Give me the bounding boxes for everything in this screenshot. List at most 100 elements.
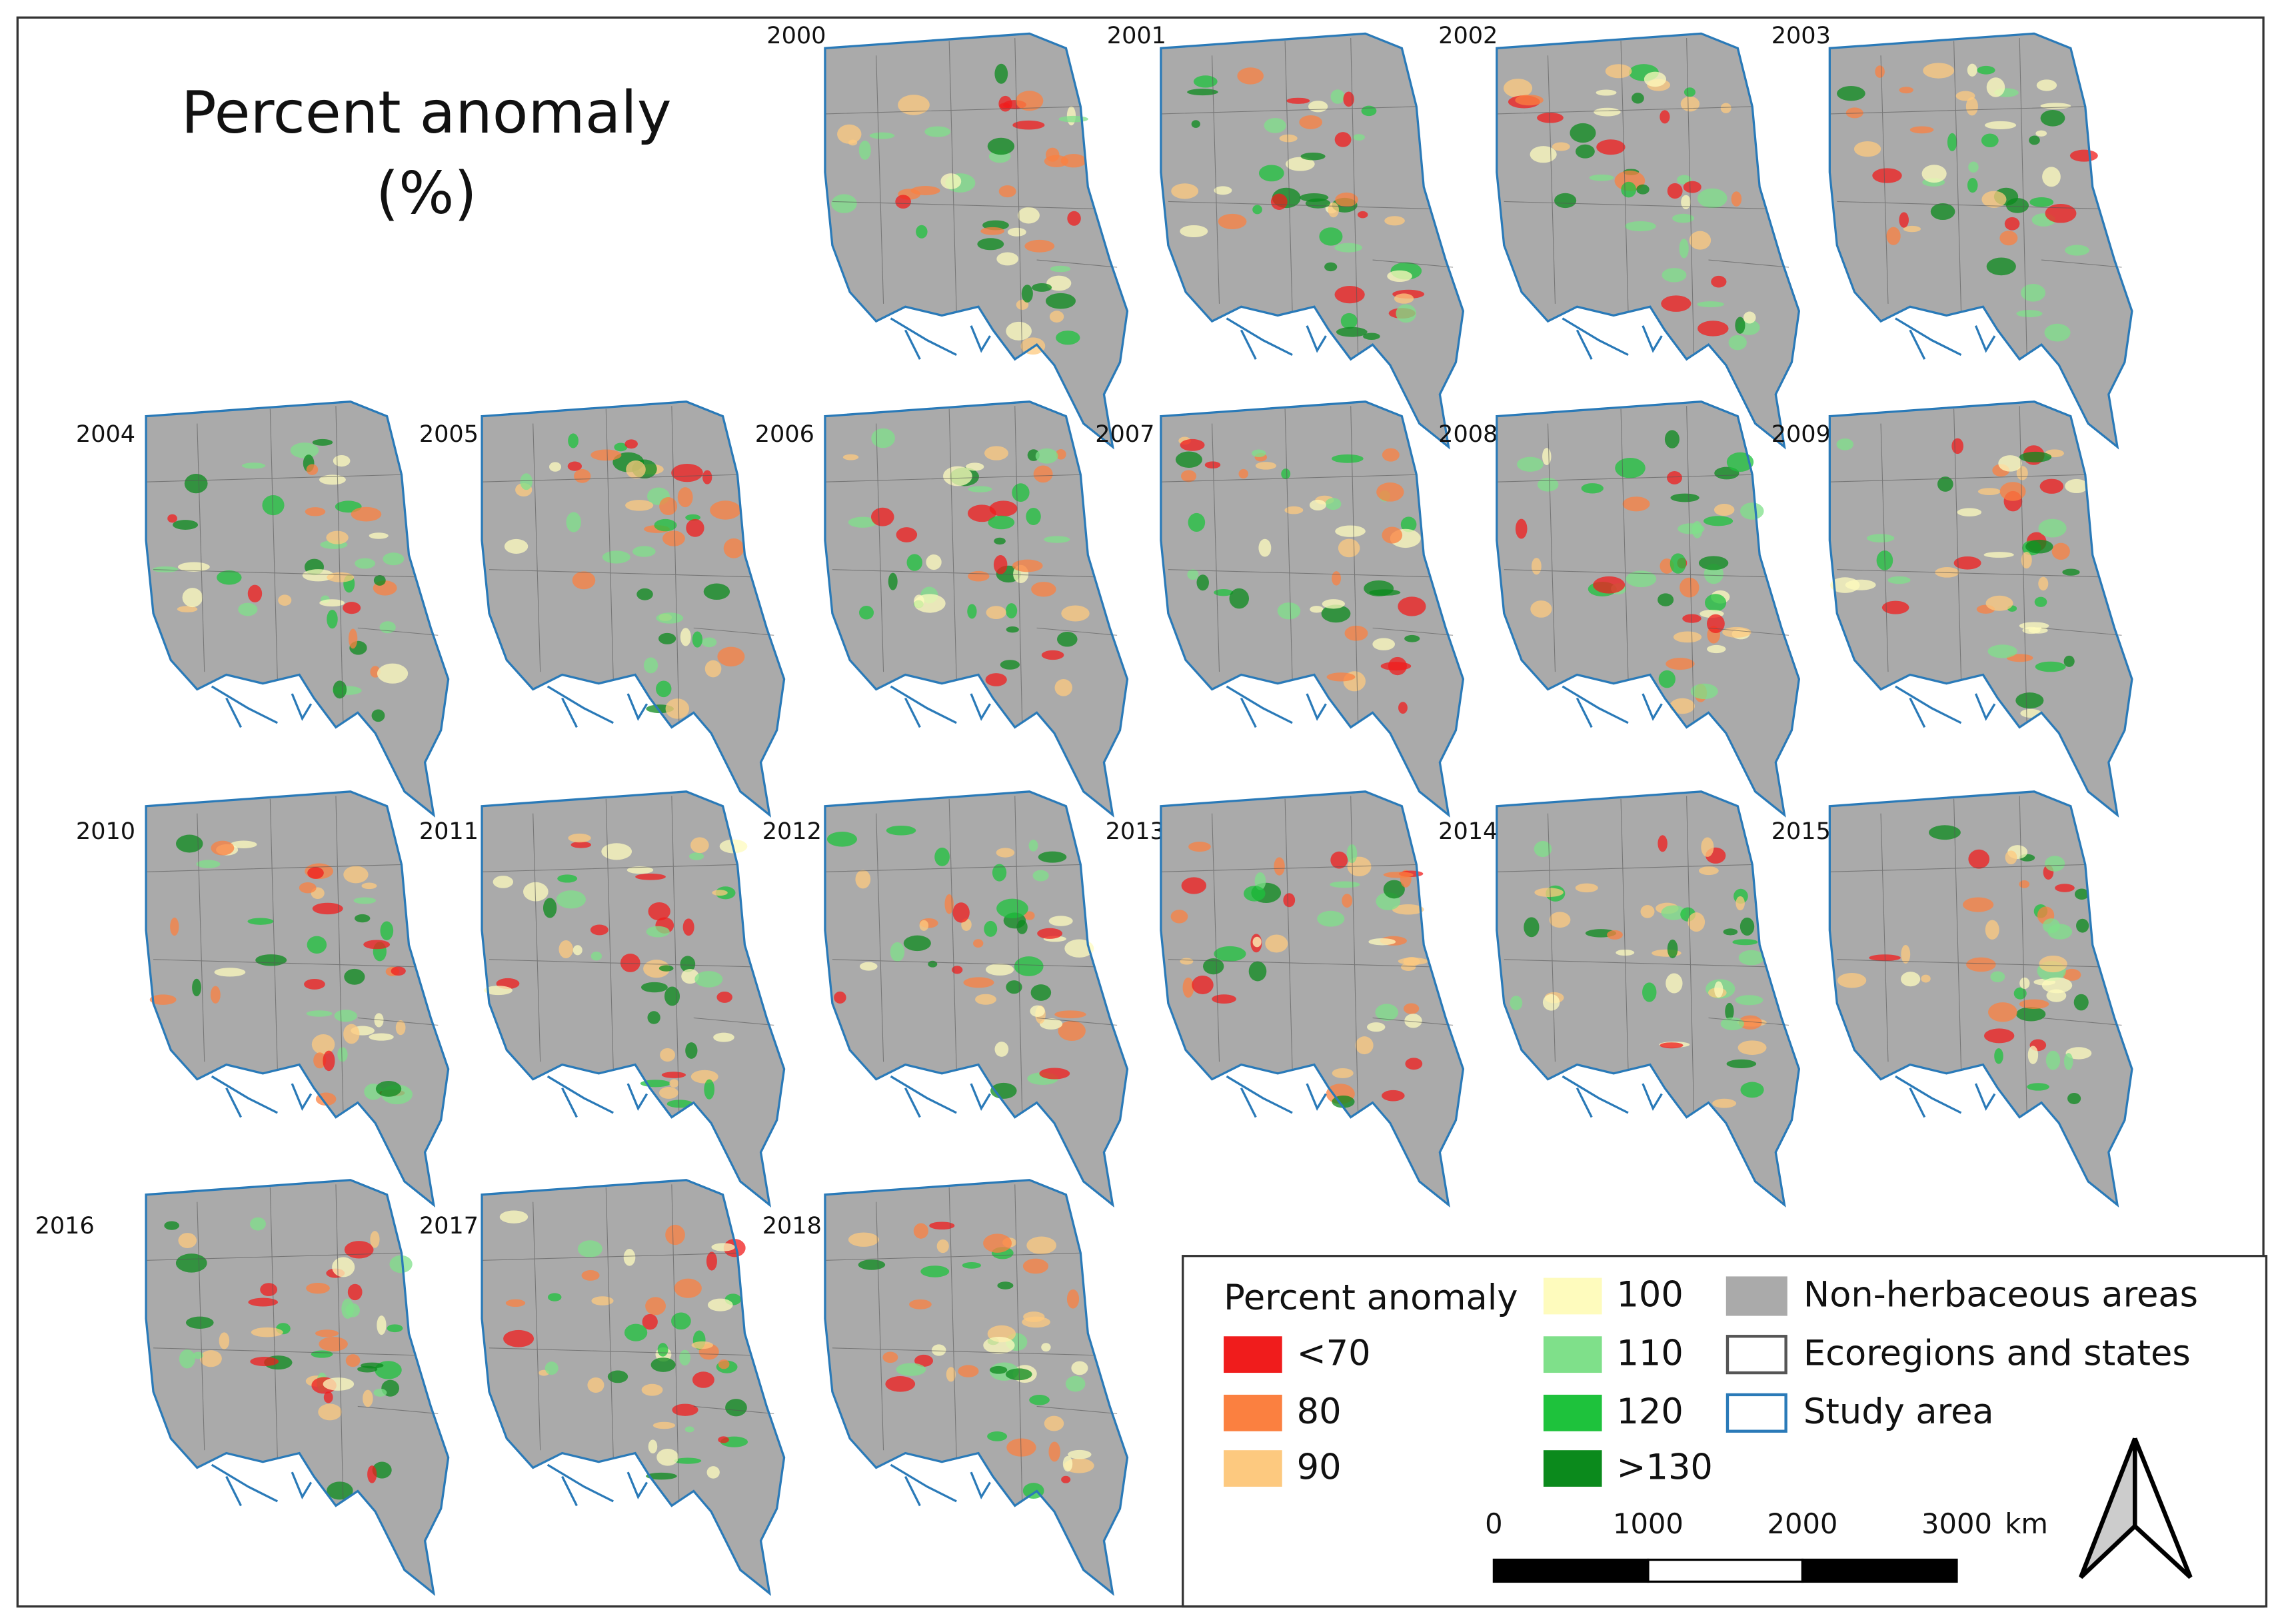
anomaly-patch: [658, 632, 676, 644]
anomaly-patch: [1039, 1068, 1070, 1080]
anomaly-patch: [1596, 89, 1617, 96]
anomaly-patch: [1342, 894, 1353, 908]
anomaly-patch: [1238, 468, 1248, 479]
legend-label: 100: [1616, 1275, 1683, 1315]
anomaly-patch: [306, 464, 319, 475]
anomaly-patch: [313, 1052, 327, 1069]
anomaly-patch: [2029, 197, 2054, 207]
lakes: [1895, 685, 1996, 728]
anomaly-patch: [2013, 987, 2027, 1000]
ecoregion-lines: [824, 796, 1118, 1113]
anomaly-patch: [1048, 916, 1073, 926]
anomaly-patch: [660, 1048, 676, 1062]
anomaly-patch: [545, 1361, 559, 1375]
anomaly-patch: [983, 1336, 1015, 1354]
anomaly-patch: [692, 631, 703, 648]
anomaly-patch: [318, 1403, 342, 1421]
anomaly-patch: [652, 1421, 676, 1429]
anomaly-patch: [557, 874, 578, 883]
anomaly-patch: [666, 1100, 693, 1108]
non-herbaceous: [482, 401, 784, 815]
legend-label: >130: [1616, 1447, 1712, 1487]
anomaly-patch: [1335, 192, 1358, 207]
anomaly-patch: [685, 1042, 698, 1059]
anomaly-patch: [994, 63, 1008, 84]
anomaly-patch: [262, 494, 285, 516]
anomaly-patch: [1017, 207, 1040, 224]
legend-swatch: [1543, 1336, 1602, 1373]
anomaly-patch: [312, 438, 333, 446]
anomaly-patch: [1711, 275, 1727, 288]
anomaly-patch: [656, 1448, 679, 1466]
anomaly-patch: [2065, 478, 2089, 494]
non-herbaceous: [824, 1180, 1128, 1593]
anomaly-patch: [1707, 644, 1726, 654]
anomaly-patch: [1689, 231, 1711, 250]
anomaly-patch: [260, 1283, 278, 1297]
lakes: [1226, 1075, 1327, 1118]
anomaly-patch: [1049, 311, 1064, 323]
anomaly-patch: [688, 852, 704, 860]
anomaly-patch: [1258, 165, 1284, 182]
anomaly-patch: [1670, 698, 1695, 714]
anomaly-patch: [2074, 888, 2089, 900]
anomaly-patch: [2076, 918, 2089, 933]
anomaly-patch: [1957, 508, 1982, 517]
anomaly-patch: [567, 461, 582, 471]
panel-year: 2014: [1438, 818, 1498, 845]
anomaly-patch: [1305, 198, 1331, 209]
anomaly-patch: [395, 1020, 406, 1036]
anomaly-patch: [590, 449, 622, 461]
anomaly-patch: [1218, 213, 1247, 230]
lakes: [890, 1463, 991, 1507]
anomaly-patch: [952, 966, 963, 974]
anomaly-patch: [1300, 152, 1326, 161]
anomaly-patch: [1516, 456, 1544, 472]
anomaly-patch: [1258, 538, 1272, 557]
anomaly-patch: [1845, 579, 1876, 590]
anomaly-patch: [682, 918, 694, 936]
anomaly-patch: [1640, 905, 1655, 918]
anomaly-patch: [556, 890, 586, 909]
anomaly-patch: [987, 1431, 1008, 1441]
lakes: [1895, 1075, 1996, 1118]
panel-year: 2016: [35, 1212, 95, 1239]
legend-label: <70: [1297, 1333, 1371, 1373]
anomaly-patch: [997, 1281, 1014, 1289]
title-unit: (%): [376, 159, 477, 227]
anomaly-patch: [211, 840, 235, 856]
anomaly-patch: [2046, 989, 2067, 1002]
study-area: [1160, 32, 1465, 450]
anomaly-patch: [1697, 188, 1727, 209]
anomaly-patch: [946, 1367, 956, 1382]
anomaly-patch: [998, 95, 1012, 112]
anomaly-patch: [2045, 856, 2065, 872]
anomaly-patch: [332, 1257, 355, 1277]
map-panel: [824, 1179, 1129, 1596]
non-herbaceous: [146, 1180, 449, 1593]
anomaly-patch: [1404, 1014, 1422, 1028]
anomaly-patch: [1343, 91, 1354, 107]
anomaly-patch: [1703, 516, 1733, 526]
anomaly-patch: [607, 1370, 628, 1383]
anomaly-patch: [1368, 938, 1396, 946]
anomaly-patch: [248, 1297, 279, 1307]
map-panel: [481, 790, 786, 1208]
anomaly-patch: [1632, 93, 1644, 104]
anomaly-patch: [1963, 897, 1994, 912]
anomaly-patch: [944, 894, 954, 914]
anomaly-patch: [1382, 526, 1403, 544]
anomaly-patch: [2067, 1093, 2081, 1104]
anomaly-patch: [920, 1265, 950, 1277]
non-herbaceous: [1829, 33, 2132, 447]
anomaly-patch: [681, 969, 699, 984]
anomaly-patch: [1524, 917, 1540, 938]
anomaly-patch: [1251, 449, 1266, 457]
ecoregion-lines: [1496, 37, 1789, 355]
anomaly-patch: [2015, 692, 2044, 709]
anomaly-patch: [2039, 955, 2067, 973]
anomaly-patch: [306, 1010, 333, 1017]
anomaly-patch: [581, 1269, 600, 1281]
anomaly-patch: [590, 951, 602, 961]
anomaly-patch: [193, 1351, 203, 1359]
